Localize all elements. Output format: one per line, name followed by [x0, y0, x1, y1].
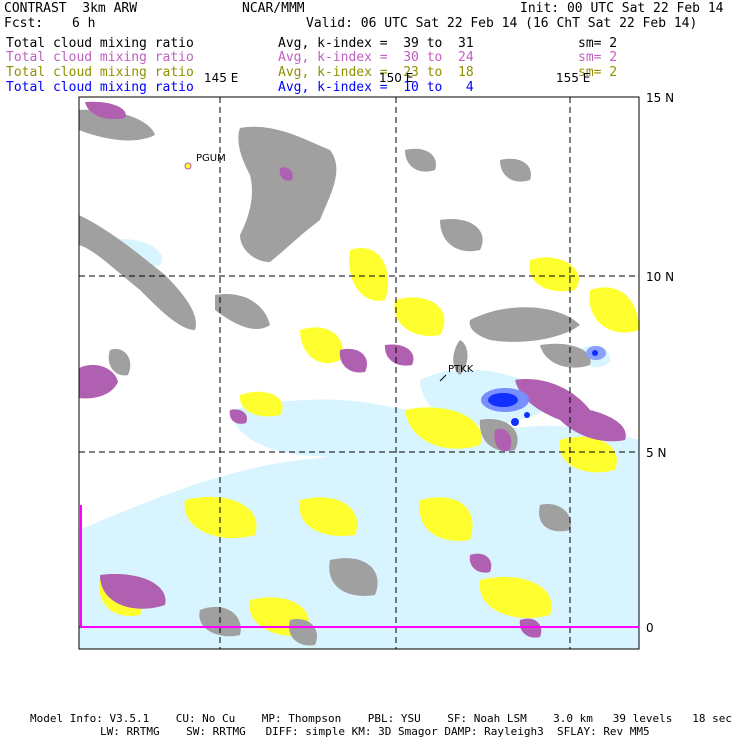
field-1-range: Avg, k-index = 39 to 31 — [278, 36, 474, 51]
cloud-field-layers — [79, 101, 639, 649]
lat-label-15n: 15 N — [646, 91, 674, 105]
model-info-line-2: LW: RRTMG SW: RRTMG DIFF: simple KM: 3D … — [100, 725, 650, 738]
field-2-range: Avg, k-index = 30 to 24 — [278, 50, 474, 65]
lon-label-155e: 155 E — [556, 71, 590, 85]
field-3-name: Total cloud mixing ratio — [6, 65, 194, 80]
field-2-smoothing: sm= 2 — [578, 50, 618, 65]
station-marker-pgum — [184, 162, 192, 170]
field-4-name: Total cloud mixing ratio — [6, 80, 194, 95]
model-info-line-1: Model Info: V3.5.1 CU: No Cu MP: Thompso… — [30, 712, 732, 725]
high-cloud-layer — [79, 109, 591, 646]
init-time: Init: 00 UTC Sat 22 Feb 14 — [520, 1, 724, 16]
field-3-range: Avg, k-index = 23 to 18 — [278, 65, 474, 80]
lat-label-equator: 0 — [646, 621, 654, 635]
field-2-name: Total cloud mixing ratio — [6, 50, 194, 65]
lon-label-150e: 150 E — [379, 71, 413, 85]
domain-boundary — [80, 505, 639, 628]
field-4-range: Avg, k-index = 10 to 4 — [278, 80, 474, 95]
model-title: CONTRAST 3km ARW — [4, 1, 138, 16]
field-3-smoothing: sm= 2 — [578, 65, 618, 80]
valid-time: Valid: 06 UTC Sat 22 Feb 14 (16 ChT Sat … — [306, 16, 698, 31]
field-1-name: Total cloud mixing ratio — [6, 36, 194, 51]
station-label-ptkk: PTKK — [448, 364, 474, 375]
field-1-smoothing: sm= 2 — [578, 36, 618, 51]
organization: NCAR/MMM — [242, 1, 305, 16]
forecast-hours: 6 h — [72, 16, 96, 31]
lowest-cloud-layer — [481, 346, 606, 426]
forecast-label: Fcst: — [4, 16, 44, 31]
station-label-pgum: PGUM — [196, 153, 226, 164]
station-marker-ptkk — [439, 374, 447, 382]
lat-label-5n: 5 N — [646, 446, 666, 460]
lat-label-10n: 10 N — [646, 270, 674, 284]
lon-label-145e: 145 E — [204, 71, 238, 85]
